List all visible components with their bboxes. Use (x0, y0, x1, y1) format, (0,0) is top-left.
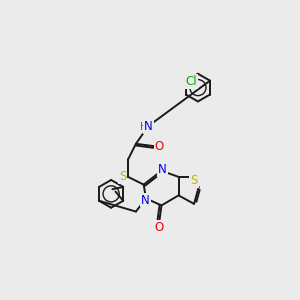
Text: S: S (119, 170, 126, 183)
Text: H: H (140, 122, 148, 132)
Text: S: S (190, 174, 198, 187)
Text: O: O (154, 140, 164, 153)
Text: N: N (158, 163, 167, 176)
Text: O: O (154, 221, 164, 234)
Text: N: N (144, 120, 153, 133)
Text: N: N (141, 194, 150, 206)
Text: Cl: Cl (185, 75, 197, 88)
